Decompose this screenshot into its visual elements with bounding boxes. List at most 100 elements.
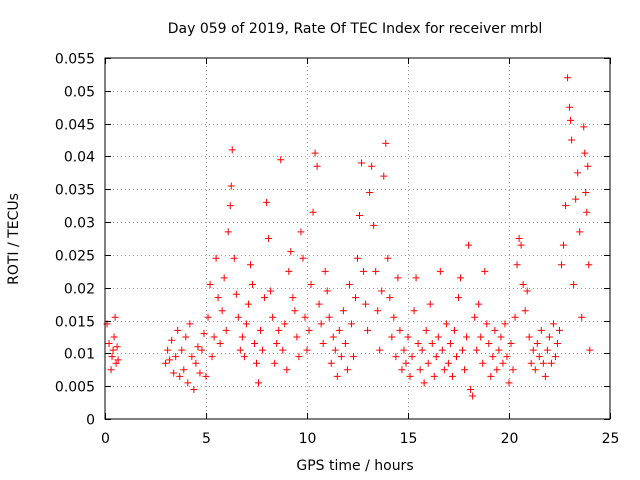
data-point	[172, 353, 180, 361]
data-point	[285, 267, 293, 275]
data-point	[525, 333, 533, 341]
data-point	[356, 212, 364, 220]
data-point	[263, 198, 271, 206]
data-point	[461, 366, 469, 374]
data-point	[105, 340, 113, 348]
data-point	[467, 385, 475, 393]
data-point	[335, 326, 343, 334]
data-point	[230, 254, 238, 262]
data-point	[204, 313, 212, 321]
data-point	[113, 343, 121, 351]
data-point	[426, 300, 434, 308]
data-point	[170, 369, 178, 377]
data-point	[390, 313, 398, 321]
data-point	[566, 103, 574, 111]
data-point	[576, 228, 584, 236]
data-point	[388, 333, 396, 341]
data-point	[448, 372, 456, 380]
data-point	[479, 359, 487, 367]
data-point	[194, 343, 202, 351]
x-tick-label: 20	[501, 431, 519, 447]
data-point	[210, 333, 218, 341]
data-point	[416, 366, 424, 374]
data-point	[372, 267, 380, 275]
data-point	[578, 313, 586, 321]
data-point	[253, 359, 260, 367]
data-point	[168, 336, 176, 344]
data-point	[238, 333, 246, 341]
data-point	[269, 313, 277, 321]
data-point	[584, 162, 592, 170]
data-point	[531, 366, 539, 374]
y-tick-label: 0.005	[55, 380, 95, 396]
data-point	[360, 267, 368, 275]
data-point	[339, 307, 347, 315]
data-point	[491, 326, 499, 334]
data-point	[281, 320, 289, 328]
data-point	[354, 254, 361, 262]
data-point	[430, 372, 438, 380]
data-point	[232, 290, 240, 298]
data-point	[418, 346, 426, 354]
data-point	[176, 372, 184, 380]
data-point	[212, 254, 220, 262]
data-point	[521, 307, 529, 315]
data-point	[166, 356, 174, 364]
data-point	[341, 340, 349, 348]
grid-layer	[105, 58, 610, 419]
data-point	[190, 385, 198, 393]
data-point	[108, 353, 116, 361]
data-point	[319, 340, 327, 348]
data-point	[580, 123, 588, 131]
data-point	[317, 320, 325, 328]
data-point	[110, 333, 118, 341]
data-point	[250, 340, 258, 348]
data-point	[206, 280, 214, 288]
data-point	[583, 208, 591, 216]
data-point	[450, 326, 458, 334]
data-point	[351, 294, 359, 302]
data-point	[287, 248, 295, 256]
data-point	[315, 300, 323, 308]
data-point	[376, 346, 384, 354]
data-point	[218, 307, 226, 315]
data-point	[305, 326, 313, 334]
data-point	[333, 372, 341, 380]
y-axis-label: ROTI / TECUs	[6, 193, 22, 285]
y-tick-label: 0.055	[55, 52, 95, 68]
data-point	[222, 326, 230, 334]
data-point	[475, 300, 483, 308]
points-layer	[103, 74, 594, 400]
data-point	[560, 241, 568, 249]
data-point	[412, 274, 420, 282]
data-point	[107, 366, 115, 374]
data-point	[261, 294, 269, 302]
data-point	[497, 333, 505, 341]
data-point	[537, 326, 545, 334]
data-point	[408, 353, 416, 361]
data-point	[539, 359, 547, 367]
data-point	[585, 261, 593, 269]
data-point	[271, 359, 279, 367]
data-point	[517, 241, 525, 249]
x-tick-label: 0	[101, 431, 110, 447]
data-point	[265, 235, 273, 242]
data-point	[568, 136, 576, 144]
data-point	[301, 313, 309, 321]
data-point	[358, 159, 366, 167]
data-point	[295, 353, 303, 361]
data-point	[327, 359, 335, 367]
data-point	[370, 221, 378, 229]
data-point	[188, 353, 196, 361]
data-point	[438, 346, 446, 354]
x-tick-label: 25	[602, 431, 620, 447]
data-point	[455, 294, 462, 302]
data-point	[471, 313, 479, 321]
data-point	[275, 326, 283, 334]
data-point	[364, 326, 372, 334]
x-tick-label: 15	[400, 431, 418, 447]
data-point	[570, 280, 578, 288]
data-point	[493, 366, 501, 374]
data-point	[313, 162, 321, 170]
